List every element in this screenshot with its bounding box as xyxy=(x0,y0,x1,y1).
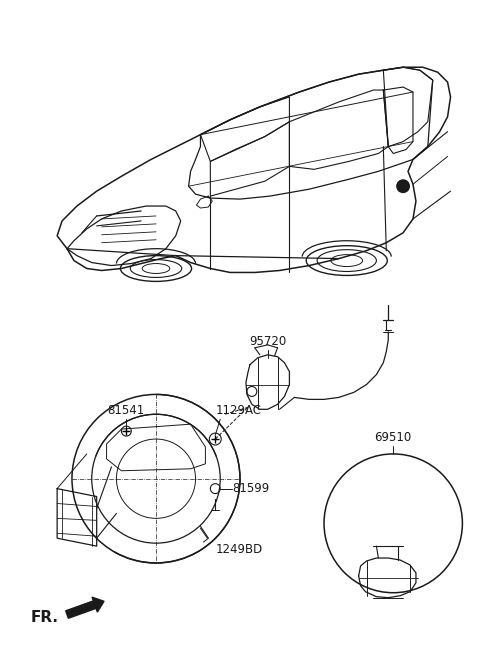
FancyArrow shape xyxy=(66,597,104,618)
Text: 1129AC: 1129AC xyxy=(216,404,261,417)
Text: 95720: 95720 xyxy=(249,335,286,348)
Text: 81599: 81599 xyxy=(232,482,269,495)
Text: 69510: 69510 xyxy=(374,431,412,444)
Text: 1249BD: 1249BD xyxy=(216,543,263,556)
Circle shape xyxy=(396,179,410,193)
Text: FR.: FR. xyxy=(30,610,59,625)
Text: 81541: 81541 xyxy=(108,404,145,417)
